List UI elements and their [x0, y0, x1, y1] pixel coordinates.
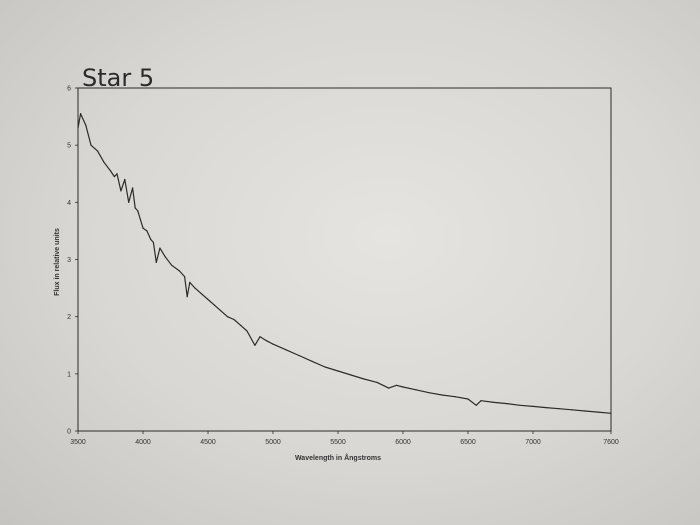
data-point: [137, 210, 139, 212]
x-axis-ticks: 3500 4000 4500 5000 5500 6000 6500 7000 7600: [70, 431, 619, 446]
data-point: [77, 127, 79, 129]
y-tick-label: 2: [67, 314, 71, 321]
x-tick-label: 7000: [525, 439, 541, 446]
data-point: [128, 201, 130, 203]
y-tick-label: 4: [67, 200, 71, 207]
data-point: [171, 264, 173, 266]
x-tick-label: 4500: [200, 439, 216, 446]
data-point: [597, 411, 599, 413]
data-point: [532, 405, 534, 407]
data-point: [184, 276, 186, 278]
data-point: [272, 343, 274, 345]
data-point: [584, 410, 586, 412]
data-point: [428, 392, 430, 394]
data-point: [139, 218, 141, 221]
data-point: [116, 173, 118, 175]
data-point: [124, 178, 126, 181]
data-point: [467, 398, 469, 400]
data-point: [213, 304, 216, 306]
x-axis-label: Wavelength in Ångstroms: [295, 453, 381, 462]
data-point: [311, 360, 313, 362]
y-tick-label: 1: [67, 371, 71, 378]
data-point: [388, 387, 390, 389]
data-point: [152, 241, 154, 243]
data-point: [246, 330, 248, 332]
y-axis-ticks: 0 1 2 3 4 5 6: [67, 86, 78, 436]
data-point: [324, 366, 326, 368]
x-tick-label: 6000: [395, 439, 411, 446]
data-point: [85, 124, 87, 126]
data-point: [80, 113, 82, 115]
data-point: [558, 408, 560, 410]
y-tick-label: 6: [67, 86, 71, 93]
data-point: [146, 230, 148, 232]
data-point: [350, 374, 352, 376]
data-point: [159, 247, 161, 249]
y-axis-label: Flux in relative units: [54, 228, 61, 296]
data-point: [164, 256, 166, 258]
data-point: [454, 396, 456, 398]
data-point: [120, 190, 122, 192]
data-point: [571, 409, 573, 411]
data-point: [239, 324, 242, 326]
data-point: [475, 404, 477, 406]
data-point: [96, 150, 99, 152]
data-point: [113, 176, 115, 178]
data-point: [415, 389, 417, 391]
data-point: [265, 340, 268, 342]
data-point: [186, 296, 188, 298]
data-point: [545, 407, 547, 409]
y-tick-label: 5: [67, 143, 71, 150]
y-tick-label: 3: [67, 257, 71, 264]
data-point: [189, 281, 191, 283]
x-tick-label: 3500: [70, 439, 86, 446]
data-point: [506, 403, 508, 405]
plot-frame: [77, 87, 612, 432]
data-point: [142, 227, 144, 229]
data-point: [233, 318, 235, 321]
data-point: [200, 293, 203, 295]
data-point: [402, 386, 404, 388]
data-point: [132, 187, 134, 189]
data-point: [134, 207, 136, 209]
x-tick-label: 7600: [603, 439, 619, 446]
data-point: [285, 349, 287, 351]
data-point: [610, 412, 612, 414]
data-point: [337, 370, 339, 372]
spectrum-points: [77, 113, 612, 414]
data-point: [395, 384, 398, 386]
y-tick-label: 0: [67, 429, 71, 436]
x-tick-label: 5500: [330, 439, 346, 446]
data-point: [150, 238, 152, 241]
data-point: [90, 144, 92, 146]
data-point: [103, 161, 105, 163]
data-point: [254, 344, 256, 346]
data-point: [155, 261, 157, 263]
x-tick-label: 5000: [265, 439, 281, 446]
spectrum-series-line: [77, 113, 612, 414]
data-point: [207, 298, 209, 301]
data-point: [220, 310, 222, 312]
data-point: [376, 381, 378, 383]
data-point: [178, 270, 180, 272]
data-point: [226, 316, 229, 318]
chart-title: Star 5: [82, 64, 154, 92]
data-point: [519, 404, 521, 406]
data-point: [298, 354, 300, 357]
x-tick-label: 4000: [135, 439, 151, 446]
data-point: [363, 378, 365, 380]
data-point: [259, 336, 261, 338]
data-point: [441, 394, 443, 396]
data-point: [480, 400, 482, 402]
data-point: [109, 170, 112, 172]
x-tick-label: 6500: [460, 439, 476, 446]
data-point: [493, 401, 495, 403]
data-point: [194, 287, 196, 289]
